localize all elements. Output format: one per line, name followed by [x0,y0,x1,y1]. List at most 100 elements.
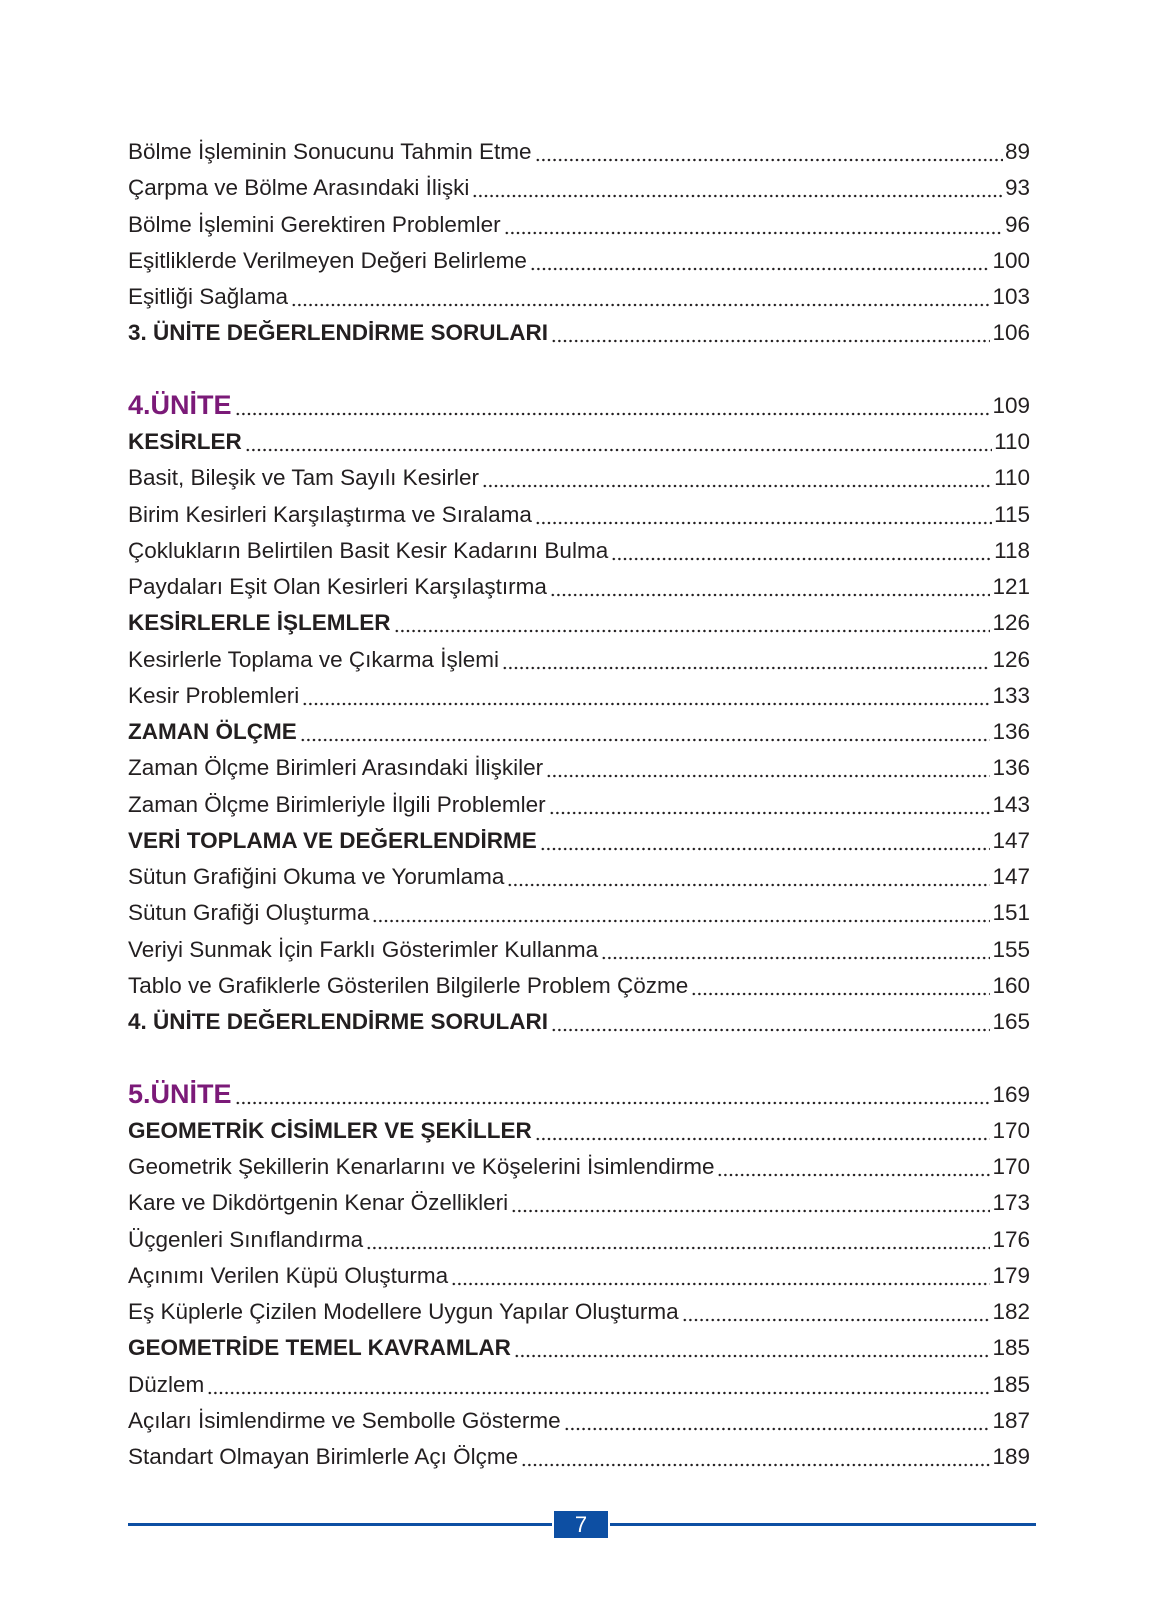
toc-entry-title: 3. ÜNİTE DEĞERLENDİRME SORULARI [128,320,549,346]
page-footer: 7 [128,1511,1036,1538]
toc-entry[interactable]: Çarpma ve Bölme Arasındaki İlişki 93 [128,170,1030,206]
dot-leader [472,177,1003,200]
toc-entry-title: Zaman Ölçme Birimleri Arasındaki İlişkil… [128,755,544,781]
toc-entry[interactable]: Üçgenleri Sınıflandırma 176 [128,1222,1030,1258]
toc-entry-title: Sütun Grafiğini Okuma ve Yorumlama [128,864,505,890]
toc-entry[interactable]: GEOMETRİDE TEMEL KAVRAMLAR 185 [128,1330,1030,1366]
toc-entry-title: Bölme İşleminin Sonucunu Tahmin Etme [128,139,532,165]
toc-entry-page: 133 [992,682,1030,708]
toc-entry-page: 143 [992,791,1030,817]
toc-entry-page: 110 [994,429,1030,455]
toc-entry-title: KESİRLERLE İŞLEMLER [128,610,391,636]
toc-entry-title: KESİRLER [128,429,242,455]
dot-leader [207,1373,991,1396]
toc-entry[interactable]: ZAMAN ÖLÇME 136 [128,714,1030,750]
dot-leader [451,1264,991,1287]
toc-entry-title: Geometrik Şekillerin Kenarlarını ve Köşe… [128,1154,715,1180]
toc-entry-page: 115 [994,501,1030,527]
toc-entry[interactable]: Kesir Problemleri 133 [128,678,1030,714]
dot-leader [601,938,991,961]
toc-entry-page: 189 [992,1444,1030,1470]
toc-entry-title: ZAMAN ÖLÇME [128,719,297,745]
dot-leader [717,1156,991,1179]
toc-entry-page: 103 [992,284,1030,310]
toc-entry[interactable]: Paydaları Eşit Olan Kesirleri Karşılaştı… [128,569,1030,605]
toc-entry-title: GEOMETRİK CİSİMLER VE ŞEKİLLER [128,1117,532,1143]
toc-entry[interactable]: Sütun Grafiğini Okuma ve Yorumlama 147 [128,859,1030,895]
toc-entry-page: 155 [992,936,1030,962]
dot-leader [563,1409,991,1432]
toc-entry[interactable]: Tablo ve Grafiklerle Gösterilen Bilgiler… [128,968,1030,1004]
toc-entry[interactable]: Basit, Bileşik ve Tam Sayılı Kesirler 110 [128,460,1030,496]
toc-entry[interactable]: Bölme İşleminin Sonucunu Tahmin Etme 89 [128,134,1030,170]
toc-entry[interactable]: Çoklukların Belirtilen Basit Kesir Kadar… [128,533,1030,569]
toc-entry[interactable]: Kesirlerle Toplama ve Çıkarma İşlemi 126 [128,642,1030,678]
toc-entry-page: 170 [992,1154,1030,1180]
toc-entry[interactable]: Eşitliklerde Verilmeyen Değeri Belirleme… [128,243,1030,279]
dot-leader [551,1011,991,1034]
toc-entry[interactable]: 3. ÜNİTE DEĞERLENDİRME SORULARI 106 [128,315,1030,351]
toc-entry[interactable]: GEOMETRİK CİSİMLER VE ŞEKİLLER 170 [128,1113,1030,1149]
toc-entry-page: 182 [992,1299,1030,1325]
toc-entry-title: Basit, Bileşik ve Tam Sayılı Kesirler [128,465,479,491]
toc-entry-page: 151 [992,900,1030,926]
toc-entry-page: 170 [992,1117,1030,1143]
toc-entry-page: 147 [992,864,1030,890]
toc-entry[interactable]: Eşitliği Sağlama 103 [128,279,1030,315]
toc-entry-page: 136 [992,755,1030,781]
dot-leader [534,503,993,526]
toc-entry-page: 126 [992,646,1030,672]
toc-entry-page: 169 [992,1081,1030,1107]
toc-entry[interactable]: Sütun Grafiği Oluşturma 151 [128,895,1030,931]
toc-entry[interactable]: Veriyi Sunmak İçin Farklı Gösterimler Ku… [128,932,1030,968]
dot-leader [551,322,991,345]
toc-entry-page: 109 [992,392,1030,418]
toc-entry[interactable]: Açınımı Verilen Küpü Oluşturma 179 [128,1258,1030,1294]
toc-entry[interactable]: Açıları İsimlendirme ve Sembolle Gösterm… [128,1403,1030,1439]
toc-entry[interactable]: Eş Küplerle Çizilen Modellere Uygun Yapı… [128,1294,1030,1330]
toc-entry-title: Eşitliklerde Verilmeyen Değeri Belirleme [128,247,527,273]
toc-entry-page: 187 [992,1407,1030,1433]
dot-leader [513,1337,991,1360]
toc-entry[interactable]: Birim Kesirleri Karşılaştırma ve Sıralam… [128,497,1030,533]
toc-entry[interactable]: Geometrik Şekillerin Kenarlarını ve Köşe… [128,1149,1030,1185]
dot-leader [507,866,991,889]
dot-leader [548,793,991,816]
dot-leader [691,974,991,997]
toc-entry-page: 185 [992,1335,1030,1361]
toc-entry[interactable]: Zaman Ölçme Birimleri Arasındaki İlişkil… [128,750,1030,786]
toc-entry-page: 160 [992,972,1030,998]
footer-rule-right [610,1523,1036,1526]
toc-entry-title: Açınımı Verilen Küpü Oluşturma [128,1262,449,1288]
toc-unit-heading[interactable]: 4.ÜNİTE 109 [128,388,1030,424]
dot-leader [611,539,993,562]
dot-leader [503,213,1003,236]
toc-entry-title: 4.ÜNİTE [128,390,232,421]
dot-leader [393,612,991,635]
toc-entry[interactable]: Zaman Ölçme Birimleriyle İlgili Probleml… [128,787,1030,823]
toc-entry-page: 89 [1004,139,1030,165]
toc-entry[interactable]: KESİRLER 110 [128,424,1030,460]
toc-entry[interactable]: 4. ÜNİTE DEĞERLENDİRME SORULARI 165 [128,1004,1030,1040]
toc-entry[interactable]: Kare ve Dikdörtgenin Kenar Özellikleri 17… [128,1185,1030,1221]
toc-entry-page: 165 [992,1009,1030,1035]
toc-entry[interactable]: KESİRLERLE İŞLEMLER 126 [128,605,1030,641]
toc-entry-title: Standart Olmayan Birimlerle Açı Ölçme [128,1444,519,1470]
toc-entry-page: 176 [992,1226,1030,1252]
dot-leader [529,249,991,272]
toc-entry[interactable]: Standart Olmayan Birimlerle Açı Ölçme 189 [128,1439,1030,1475]
toc-entry[interactable]: Düzlem 185 [128,1367,1030,1403]
toc-entry-title: Tablo ve Grafiklerle Gösterilen Bilgiler… [128,972,689,998]
toc-unit-heading[interactable]: 5.ÜNİTE 169 [128,1077,1030,1113]
dot-leader [299,721,991,744]
dot-leader [234,1083,991,1106]
toc-entry-title: Zaman Ölçme Birimleriyle İlgili Probleml… [128,791,546,817]
toc-entry[interactable]: VERİ TOPLAMA VE DEĞERLENDİRME 147 [128,823,1030,859]
dot-leader [681,1301,991,1324]
toc-entry[interactable]: Bölme İşlemini Gerektiren Problemler 96 [128,207,1030,243]
toc-entry-page: 110 [994,465,1030,491]
dot-leader [546,757,991,780]
toc-entry-page: 185 [992,1371,1030,1397]
dot-leader [534,1119,991,1142]
dot-leader [244,431,993,454]
